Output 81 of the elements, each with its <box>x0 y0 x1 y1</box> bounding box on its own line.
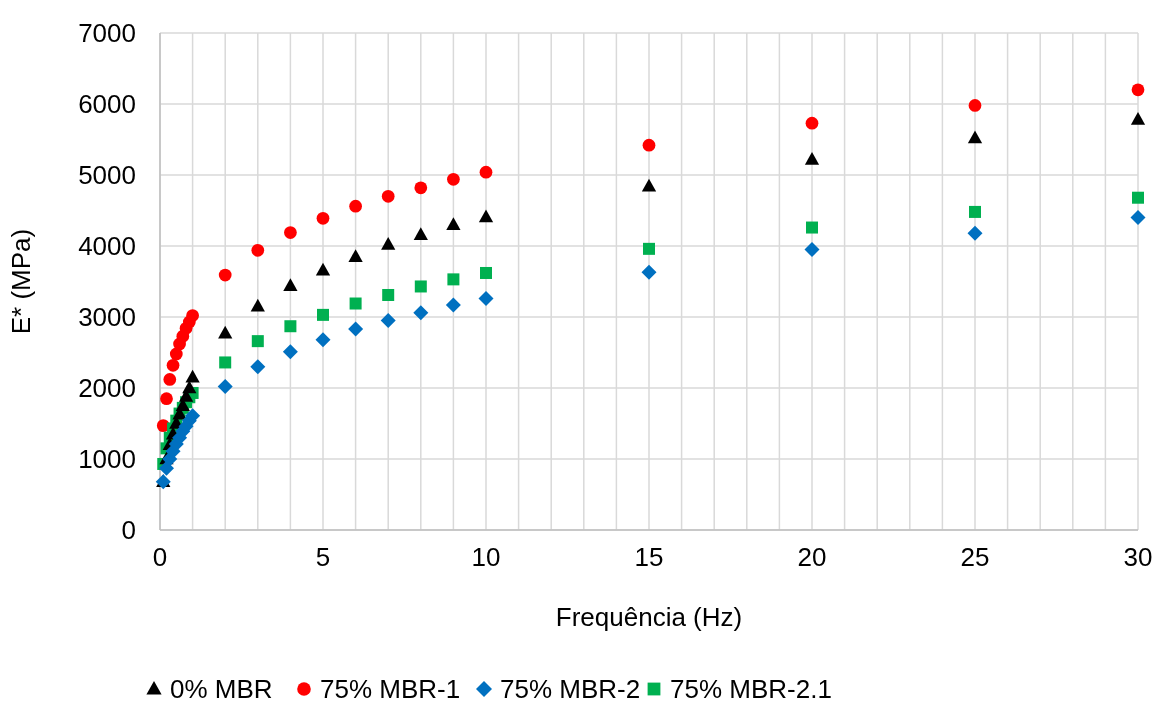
point <box>284 226 297 239</box>
point <box>316 211 330 225</box>
y-tick-label: 1000 <box>78 444 136 474</box>
point <box>382 288 395 301</box>
x-tick-label: 15 <box>634 542 664 572</box>
x-tick-label: 30 <box>1123 542 1153 572</box>
point <box>182 380 197 394</box>
legend-label: 75% MBR-2.1 <box>670 674 832 704</box>
point <box>381 189 395 203</box>
y-tick-label: 6000 <box>78 89 136 119</box>
point <box>315 332 331 348</box>
y-tick-label: 3000 <box>78 302 136 332</box>
point <box>805 116 819 130</box>
point <box>967 130 983 144</box>
point <box>159 460 175 476</box>
point <box>967 225 983 241</box>
x-tick-label: 20 <box>797 542 827 572</box>
point <box>348 249 363 262</box>
point <box>804 151 820 165</box>
point <box>163 373 177 386</box>
point <box>447 172 460 186</box>
point <box>641 178 657 192</box>
legend-label: 75% MBR-2 <box>500 674 641 704</box>
point <box>250 298 265 312</box>
point <box>349 199 362 213</box>
point <box>160 392 173 406</box>
y-tick-label: 0 <box>121 515 136 545</box>
point <box>348 321 364 337</box>
point <box>806 221 818 234</box>
point <box>186 309 199 322</box>
y-tick-label: 7000 <box>78 18 136 48</box>
point <box>478 291 494 307</box>
point <box>1132 191 1144 204</box>
point <box>381 237 396 250</box>
point <box>414 280 427 293</box>
y-tick-label: 2000 <box>78 373 136 403</box>
y-tick-label: 5000 <box>78 160 136 190</box>
point <box>478 209 494 223</box>
point <box>250 359 266 375</box>
point <box>642 138 656 152</box>
point <box>479 165 493 179</box>
point <box>185 369 200 383</box>
point <box>315 262 331 276</box>
point <box>251 335 264 348</box>
point <box>969 205 981 218</box>
point <box>413 227 428 240</box>
y-tick-label: 4000 <box>78 231 136 261</box>
point <box>251 243 265 257</box>
x-axis-title: Frequência (Hz) <box>555 602 743 632</box>
point <box>217 379 233 395</box>
point <box>218 325 233 339</box>
point <box>480 266 492 279</box>
point <box>1131 83 1145 97</box>
point <box>218 268 232 282</box>
point <box>284 320 297 333</box>
point <box>445 297 461 313</box>
y-axis-title: E* (MPa) <box>6 228 36 335</box>
point <box>169 347 183 361</box>
point <box>1130 210 1146 226</box>
point <box>317 308 329 321</box>
point <box>447 273 460 286</box>
point <box>380 313 396 329</box>
point <box>219 356 232 369</box>
point <box>968 99 982 112</box>
point <box>643 242 655 255</box>
point <box>446 217 461 230</box>
x-tick-label: 25 <box>960 542 990 572</box>
point <box>1130 112 1146 125</box>
legend-label: 0% MBR <box>170 674 273 704</box>
point <box>641 264 657 280</box>
point <box>282 344 298 360</box>
point <box>413 305 429 321</box>
point <box>283 278 298 292</box>
point <box>166 358 180 372</box>
point <box>804 242 820 258</box>
point <box>414 181 428 195</box>
legend-label: 75% MBR-1 <box>320 674 461 704</box>
x-tick-label: 5 <box>315 542 331 572</box>
point <box>349 297 362 310</box>
x-tick-label: 10 <box>471 542 501 572</box>
x-tick-label: 0 <box>152 542 168 572</box>
